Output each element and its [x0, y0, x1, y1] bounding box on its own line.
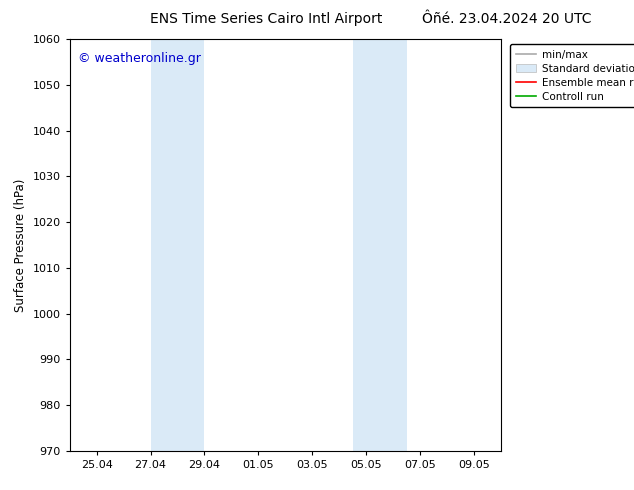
Bar	[353, 39, 406, 451]
Y-axis label: Surface Pressure (hPa): Surface Pressure (hPa)	[14, 178, 27, 312]
Legend: min/max, Standard deviation, Ensemble mean run, Controll run: min/max, Standard deviation, Ensemble me…	[510, 45, 634, 107]
Text: Ôñé. 23.04.2024 20 UTC: Ôñé. 23.04.2024 20 UTC	[422, 12, 592, 26]
Text: ENS Time Series Cairo Intl Airport: ENS Time Series Cairo Intl Airport	[150, 12, 382, 26]
Bar	[150, 39, 204, 451]
Text: © weatheronline.gr: © weatheronline.gr	[79, 51, 201, 65]
